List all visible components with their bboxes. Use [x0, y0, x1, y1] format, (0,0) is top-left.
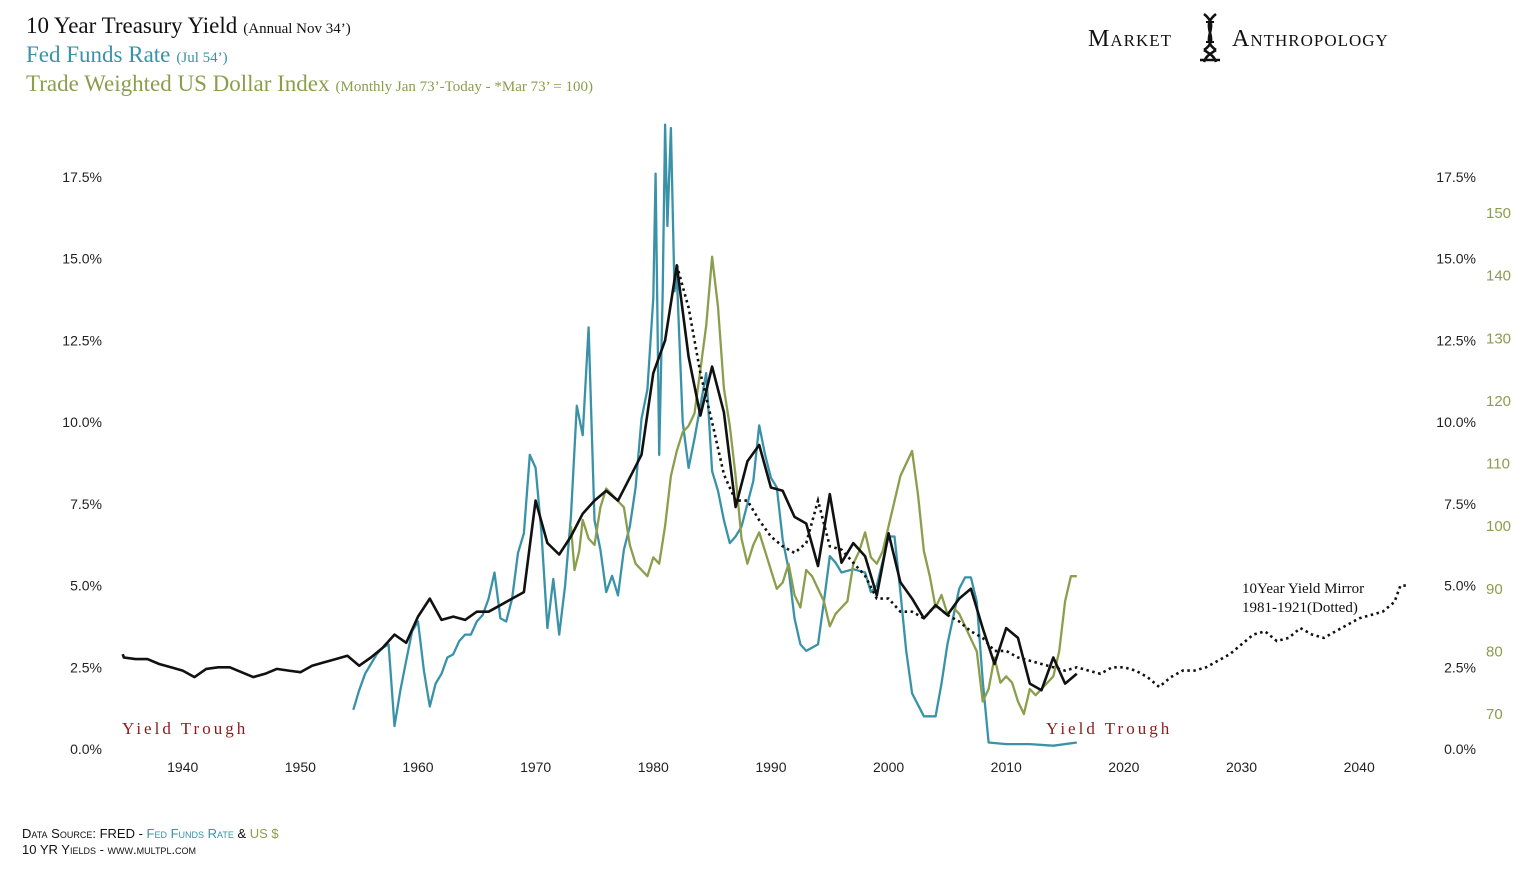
x-tick-label: 2030 [1226, 759, 1257, 775]
x-tick-label: 2040 [1344, 759, 1375, 775]
x-tick-label: 1980 [638, 759, 669, 775]
x-tick-label: 2010 [991, 759, 1022, 775]
y-dollar-tick-label: 110 [1486, 456, 1510, 473]
annotation-yield-trough-right: Yield Trough [1046, 719, 1172, 738]
y-left-tick-label: 12.5% [62, 332, 102, 348]
y-left-tick-label: 15.0% [62, 251, 102, 267]
y-axis-right: 0.0% 2.5% 5.0% 7.5% 10.0% 12.5% 15.0% 17.5% [1436, 169, 1476, 757]
x-tick-label: 1990 [755, 759, 786, 775]
y-right-tick-label: 12.5% [1436, 332, 1476, 348]
y-dollar-tick-label: 80 [1486, 643, 1503, 660]
annotation-mirror-line-1: 10Year Yield Mirror [1242, 581, 1364, 597]
y-dollar-tick-label: 150 [1486, 205, 1511, 222]
title-line-2: Fed Funds Rate (Jul 54’) [26, 42, 228, 67]
y-axis-dollar: 70 80 90 100 110 120 130 140 150 [1486, 205, 1511, 723]
y-right-tick-label: 5.0% [1444, 578, 1476, 594]
y-right-tick-label: 7.5% [1444, 496, 1476, 512]
y-left-tick-label: 0.0% [70, 741, 102, 757]
y-dollar-tick-label: 100 [1486, 518, 1511, 535]
y-left-tick-label: 10.0% [62, 414, 102, 430]
y-left-tick-label: 5.0% [70, 578, 102, 594]
x-tick-label: 1960 [402, 759, 433, 775]
y-right-tick-label: 0.0% [1444, 741, 1476, 757]
y-right-tick-label: 2.5% [1444, 659, 1476, 675]
y-dollar-tick-label: 90 [1486, 581, 1503, 598]
annotation-yield-trough-left: Yield Trough [122, 719, 248, 738]
y-axis-left: 0.0% 2.5% 5.0% 7.5% 10.0% 12.5% 15.0% 17.5% [62, 169, 102, 757]
series-yield-mirror-dotted-line [675, 264, 1407, 689]
y-right-tick-label: 10.0% [1436, 414, 1476, 430]
title-line-3: Trade Weighted US Dollar Index (Monthly J… [26, 71, 593, 96]
x-tick-label: 1940 [167, 759, 198, 775]
y-left-tick-label: 7.5% [70, 496, 102, 512]
y-right-tick-label: 15.0% [1436, 251, 1476, 267]
annotation-mirror-line-2: 1981-1921(Dotted) [1242, 600, 1358, 616]
market-anthropology-logo: Market Anthropology [1088, 12, 1389, 63]
title-line-1: 10 Year Treasury Yield (Annual Nov 34’) [26, 13, 351, 38]
series-dollar-index-line [569, 255, 1077, 716]
footer-yields-source: 10 YR Yields - www.multpl.com [22, 842, 196, 857]
dna-icon [1200, 12, 1220, 63]
y-left-tick-label: 2.5% [70, 659, 102, 675]
x-tick-label: 2020 [1108, 759, 1139, 775]
x-tick-label: 2000 [873, 759, 904, 775]
x-axis: 1940 1950 1960 1970 1980 1990 2000 2010 2020 2030… [167, 759, 1375, 775]
y-dollar-tick-label: 130 [1486, 330, 1511, 347]
x-tick-label: 1970 [520, 759, 551, 775]
y-right-tick-label: 17.5% [1436, 169, 1476, 185]
y-left-tick-label: 17.5% [62, 169, 102, 185]
y-dollar-tick-label: 70 [1486, 706, 1503, 723]
logo-right-text: Anthropology [1232, 26, 1389, 52]
logo-left-text: Market [1088, 26, 1172, 52]
series-10y-yield-line [121, 264, 1078, 692]
y-dollar-tick-label: 120 [1486, 393, 1511, 410]
y-dollar-tick-label: 140 [1486, 268, 1511, 285]
footer-source: Data Source: FRED - Fed Funds Rate & US … [22, 826, 279, 841]
x-tick-label: 1950 [285, 759, 316, 775]
